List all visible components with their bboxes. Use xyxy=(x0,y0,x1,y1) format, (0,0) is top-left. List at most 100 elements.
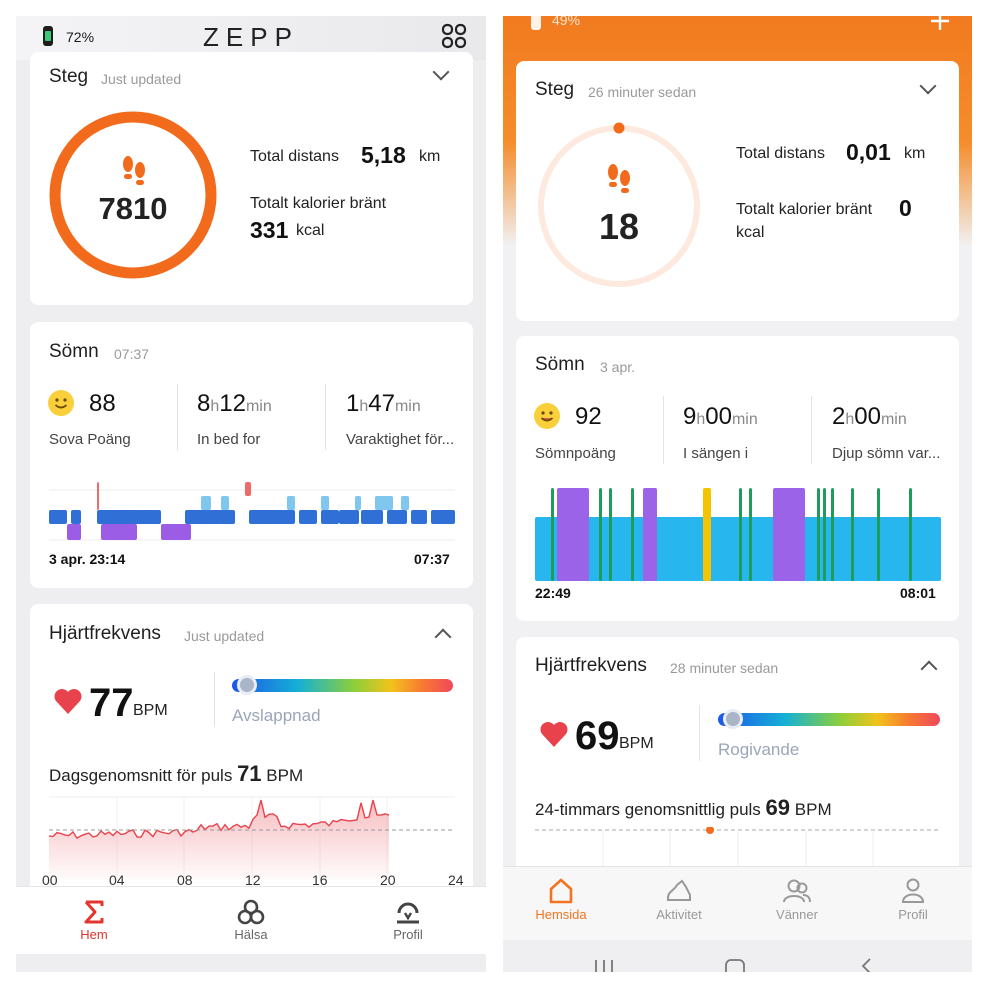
sleep-score: 92 xyxy=(575,403,602,430)
axis-tick: 24 xyxy=(448,872,464,888)
sleep-light-segment xyxy=(401,496,409,510)
heart-rate-card[interactable]: Hjärtfrekvens Just updated 77 BPM Avslap… xyxy=(30,604,473,900)
mifit-app-screen: 49% Steg 26 minuter sedan 18 Total dista… xyxy=(503,16,972,972)
axis-tick: 20 xyxy=(380,872,396,888)
sleep-time: 07:37 xyxy=(114,346,150,362)
sleep-deep-segment xyxy=(71,510,81,524)
sleep-rem-segment xyxy=(877,488,880,581)
sleep-rem-segment xyxy=(909,488,912,581)
sleep-rem-segment xyxy=(831,488,834,581)
calories-label: Totalt kalorier bränt xyxy=(250,195,387,212)
nav-profile[interactable]: Profil xyxy=(372,899,444,942)
distance-value: 0,01 xyxy=(846,139,891,165)
heart-zone-label: Rogivande xyxy=(718,740,800,759)
steps-card[interactable]: Steg Just updated 7810 Total distans 5,1… xyxy=(30,52,473,305)
sleep-light-segment xyxy=(375,496,393,510)
sleep-deep-segment xyxy=(339,510,359,524)
calories-label: Totalt kalorier bränt xyxy=(736,201,873,218)
sleep-card[interactable]: Sömn 07:37 88 Sova Poäng 8h12min In bed … xyxy=(30,322,473,588)
collapse-chevron-icon[interactable] xyxy=(919,77,937,95)
sleep-deep-segment xyxy=(387,510,407,524)
sleep-rem-segment xyxy=(823,488,826,581)
heart-average: 24-timmars genomsnittlig puls 69 BPM xyxy=(535,795,832,820)
divider xyxy=(811,396,812,464)
sleep-stage-chart xyxy=(49,482,455,541)
collapse-chevron-icon[interactable] xyxy=(432,63,450,81)
in-bed-duration: 9h00min xyxy=(683,403,758,430)
deep-duration: 2h00min xyxy=(832,403,907,430)
profile-icon xyxy=(901,878,925,903)
steps-title: Steg xyxy=(535,79,575,100)
nav-home[interactable]: Hemsida xyxy=(525,877,597,922)
home-icon xyxy=(549,878,573,904)
steps-title: Steg xyxy=(49,66,89,87)
sleep-deep-segment xyxy=(773,488,805,581)
heart-bpm-unit: BPM xyxy=(133,702,168,719)
home-key-icon[interactable] xyxy=(724,958,746,972)
nav-activity[interactable]: Aktivitet xyxy=(643,877,715,922)
in-bed-duration: 8h12min xyxy=(197,390,272,417)
nav-friends[interactable]: Vänner xyxy=(761,877,833,922)
divider xyxy=(177,384,178,450)
zepp-app-screen: 72% ZEPP Steg Just updated 7810 Total di… xyxy=(16,16,486,972)
sleep-deep-segment xyxy=(361,510,383,524)
smiley-icon xyxy=(533,402,561,435)
collapse-chevron-icon[interactable] xyxy=(920,660,938,678)
sleep-deep-segment xyxy=(97,510,139,524)
heart-rate-card[interactable]: Hjärtfrekvens 28 minuter sedan 69 BPM Ro… xyxy=(516,637,959,877)
footsteps-icon xyxy=(605,163,633,200)
heart-updated: 28 minuter sedan xyxy=(670,660,779,676)
nav-home[interactable]: Hem xyxy=(58,899,130,942)
sleep-title: Sömn xyxy=(49,341,99,362)
axis-tick: 04 xyxy=(109,872,125,888)
sleep-deep-segment xyxy=(299,510,317,524)
sleep-end-time: 07:37 xyxy=(414,551,450,567)
shoe-icon xyxy=(667,879,691,901)
sleep-rem-segment xyxy=(101,524,137,540)
divider xyxy=(325,384,326,450)
heart-bpm-unit: BPM xyxy=(619,735,654,752)
sleep-light-segment xyxy=(535,517,941,581)
sleep-rem-segment xyxy=(599,488,602,581)
apps-grid-icon[interactable] xyxy=(441,23,467,54)
sleep-score-label: Sömnpoäng xyxy=(535,445,616,462)
step-count: 18 xyxy=(598,206,640,247)
deep-duration: 1h47min xyxy=(346,390,421,417)
bottom-nav: Hem Hälsa Profil xyxy=(16,886,486,954)
steps-card[interactable]: Steg 26 minuter sedan 18 Total distans 0… xyxy=(516,61,959,321)
sleep-deep-segment xyxy=(49,510,67,524)
heart-title: Hjärtfrekvens xyxy=(535,655,647,676)
recent-apps-icon[interactable] xyxy=(593,958,615,972)
sleep-deep-segment xyxy=(411,510,427,524)
bottom-nav: Hemsida Aktivitet Vänner Profil xyxy=(503,866,972,940)
heart-icon xyxy=(53,688,83,720)
distance-label: Total distans xyxy=(250,148,339,165)
sleep-deep-segment xyxy=(431,510,455,524)
sleep-deep-segment xyxy=(137,510,161,524)
sleep-rem-segment xyxy=(609,488,612,581)
band-icon xyxy=(529,16,543,37)
steps-updated: 26 minuter sedan xyxy=(588,84,697,100)
footsteps-icon xyxy=(120,155,148,192)
sleep-start-time: 3 apr. 23:14 xyxy=(49,551,126,567)
sleep-card[interactable]: Sömn 3 apr. 92 Sömnpoäng 9h00min I sänge… xyxy=(516,336,959,621)
app-logo: ZEPP xyxy=(203,22,299,52)
system-nav-bar xyxy=(503,940,972,972)
distance-label: Total distans xyxy=(736,145,825,162)
collapse-chevron-icon[interactable] xyxy=(434,628,452,646)
back-icon[interactable] xyxy=(860,958,874,972)
distance-unit: km xyxy=(419,148,441,165)
heart-zone-bar xyxy=(232,679,453,692)
sleep-rem-segment xyxy=(551,488,554,581)
add-icon[interactable] xyxy=(929,16,951,37)
axis-tick: 12 xyxy=(245,872,261,888)
in-bed-label: I sängen i xyxy=(683,445,749,462)
step-count: 7810 xyxy=(98,191,168,226)
calories-value: 0 xyxy=(899,195,912,221)
heart-zone-marker xyxy=(723,709,743,729)
nav-health[interactable]: Hälsa xyxy=(215,899,287,942)
sleep-score: 88 xyxy=(89,390,116,417)
sleep-end-time: 08:01 xyxy=(900,585,936,601)
nav-profile[interactable]: Profil xyxy=(877,877,949,922)
sigma-icon xyxy=(84,900,104,924)
